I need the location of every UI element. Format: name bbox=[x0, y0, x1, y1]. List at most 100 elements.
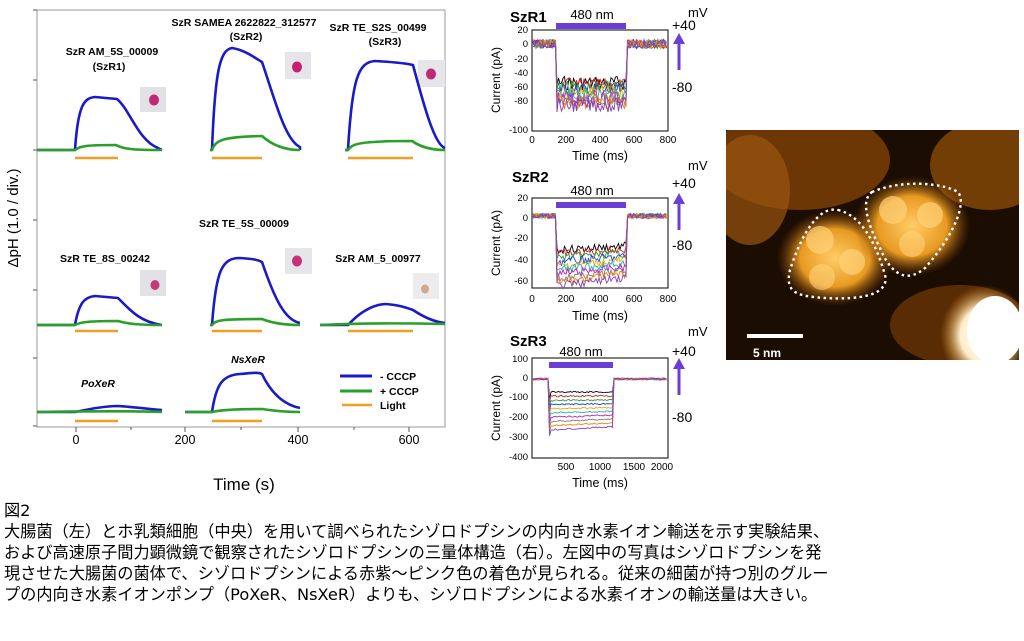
y-tick: -200 bbox=[509, 412, 528, 423]
light-label: 480 nm bbox=[570, 7, 613, 22]
panel-label-te8s: SzR TE_8S_00242 bbox=[60, 253, 150, 265]
x-tick: 400 bbox=[288, 433, 309, 447]
y-axis-label: Current (pA) bbox=[489, 375, 503, 441]
trace-plus-cccp bbox=[210, 317, 301, 327]
mv-unit: mV bbox=[688, 158, 708, 173]
afm-image: 5 nm bbox=[726, 130, 1019, 360]
scale-bar bbox=[747, 334, 803, 338]
trace-minus-cccp bbox=[345, 59, 446, 152]
y-tick: -60 bbox=[514, 82, 528, 93]
panel-label-nsxer: NsXeR bbox=[231, 354, 265, 366]
x-tick: 600 bbox=[399, 433, 420, 447]
trace-plus-cccp bbox=[37, 319, 163, 327]
current-trace bbox=[532, 377, 667, 411]
y-tick: 0 bbox=[523, 213, 528, 224]
y-tick: -100 bbox=[509, 392, 528, 403]
y-tick: -100 bbox=[509, 125, 528, 136]
figure-2: 0 200 400 600 800 1000 1200 Time (s) ΔpH… bbox=[5, 5, 1019, 494]
y-tick: -80 bbox=[514, 96, 528, 107]
y-tick: -400 bbox=[509, 452, 528, 463]
patch-title: SzR1 bbox=[510, 9, 547, 26]
legend: - CCCP + CCCP Light bbox=[340, 371, 419, 412]
current-trace bbox=[532, 212, 667, 257]
current-trace bbox=[532, 212, 667, 290]
mv-top: +40 bbox=[672, 343, 696, 359]
patch-panel-szr3: SzR3 480 nm 100 0 -100 -200 -300 -400 50… bbox=[489, 324, 708, 490]
trimer-outline-right bbox=[864, 182, 963, 277]
x-tick: 0 bbox=[73, 433, 80, 447]
panel-label-szr2: SzR SAMEA 2622822_312577 bbox=[172, 17, 317, 29]
panel-label-poxer: PoXeR bbox=[81, 378, 115, 390]
panel-alias-szr3: (SzR3) bbox=[369, 36, 402, 48]
y-axis-label: Current (pA) bbox=[489, 210, 503, 276]
current-trace bbox=[532, 38, 667, 109]
current-trace bbox=[532, 38, 667, 111]
y-tick: 100 bbox=[512, 354, 528, 365]
trace-minus-cccp bbox=[210, 46, 302, 152]
mv-unit: mV bbox=[688, 324, 708, 339]
trace-plus-cccp bbox=[210, 134, 301, 152]
x-tick: 1000 bbox=[589, 462, 612, 473]
trace-minus-cccp bbox=[210, 256, 301, 327]
caption-line: および高速原子間力顕微鏡で観察されたシゾロドプシンの三量体構造（右）。左図中の写… bbox=[4, 543, 822, 562]
current-trace bbox=[532, 212, 667, 267]
ph-assay-panel: 0 200 400 600 800 1000 1200 Time (s) ΔpH… bbox=[5, 9, 446, 494]
x-tick: 800 bbox=[660, 294, 677, 305]
light-label: 480 nm bbox=[570, 183, 613, 198]
current-trace bbox=[532, 212, 667, 285]
y-axis-label: Current (pA) bbox=[489, 47, 503, 113]
current-trace bbox=[532, 377, 667, 420]
current-trace bbox=[532, 38, 667, 106]
light-label: 480 nm bbox=[559, 344, 602, 359]
panel-label-am5: SzR AM_5_00977 bbox=[335, 253, 421, 265]
trace-minus-cccp bbox=[320, 302, 446, 327]
current-trace bbox=[532, 38, 667, 104]
patch-panel-szr1: SzR1 480 nm 20 0 -20 -40 -60 -80 -100 0 … bbox=[489, 5, 708, 163]
mv-bottom: -80 bbox=[672, 237, 692, 253]
x-tick: 0 bbox=[529, 294, 535, 305]
current-trace bbox=[532, 377, 667, 428]
caption-line: プの内向き水素イオンポンプ（PoXeR、NsXeR）よりも、シゾロドプシンによる… bbox=[4, 585, 818, 604]
patch-panel-szr2: SzR2 480 nm 20 0 -20 -40 -60 0 200 400 6… bbox=[489, 158, 708, 323]
caption-title: 図2 bbox=[4, 501, 31, 520]
y-tick: 20 bbox=[517, 193, 528, 204]
mv-unit: mV bbox=[688, 5, 708, 20]
y-tick: -20 bbox=[514, 233, 528, 244]
mv-top: +40 bbox=[672, 175, 696, 191]
x-tick: 1500 bbox=[623, 462, 646, 473]
y-tick: -20 bbox=[514, 54, 528, 65]
panel-label-szr3: SzR TE_S2S_00499 bbox=[330, 22, 427, 34]
y-tick: 20 bbox=[517, 25, 528, 36]
current-trace bbox=[532, 212, 667, 263]
current-trace bbox=[532, 38, 667, 113]
trace-plus-cccp bbox=[319, 322, 446, 327]
legend-minus-cccp: - CCCP bbox=[380, 371, 416, 383]
trace-minus-cccp bbox=[37, 294, 163, 327]
x-axis-label: Time (ms) bbox=[572, 309, 628, 323]
x-axis-label: Time (s) bbox=[213, 475, 275, 494]
current-trace bbox=[533, 377, 667, 403]
bacteria-photos bbox=[140, 52, 445, 299]
x-axis-label: Time (ms) bbox=[572, 476, 628, 490]
mv-bottom: -80 bbox=[672, 409, 692, 425]
x-tick: 200 bbox=[558, 135, 575, 146]
trace-plus-cccp bbox=[185, 407, 301, 414]
patch-title: SzR3 bbox=[510, 333, 547, 350]
patch-clamp-panels: SzR1 480 nm 20 0 -20 -40 -60 -80 -100 0 … bbox=[489, 5, 708, 490]
caption-line: 大腸菌（左）とホ乳類細胞（中央）を用いて調べられたシゾロドプシンの内向き水素イオ… bbox=[4, 522, 830, 541]
light-bars bbox=[75, 156, 413, 423]
x-tick: 200 bbox=[175, 433, 196, 447]
x-tick: 2000 bbox=[651, 462, 674, 473]
legend-light: Light bbox=[380, 400, 406, 412]
y-tick: -40 bbox=[514, 255, 528, 266]
y-axis-label: ΔpH (1.0 / div.) bbox=[5, 169, 22, 268]
current-trace bbox=[532, 212, 667, 255]
current-trace bbox=[533, 377, 667, 432]
x-tick: 600 bbox=[626, 135, 643, 146]
x-tick: 200 bbox=[558, 294, 575, 305]
trace-plus-cccp bbox=[36, 409, 163, 414]
trimer-outline-left bbox=[787, 208, 887, 300]
patch-title: SzR2 bbox=[512, 169, 549, 186]
current-trace bbox=[532, 377, 667, 436]
x-tick: 0 bbox=[529, 135, 535, 146]
